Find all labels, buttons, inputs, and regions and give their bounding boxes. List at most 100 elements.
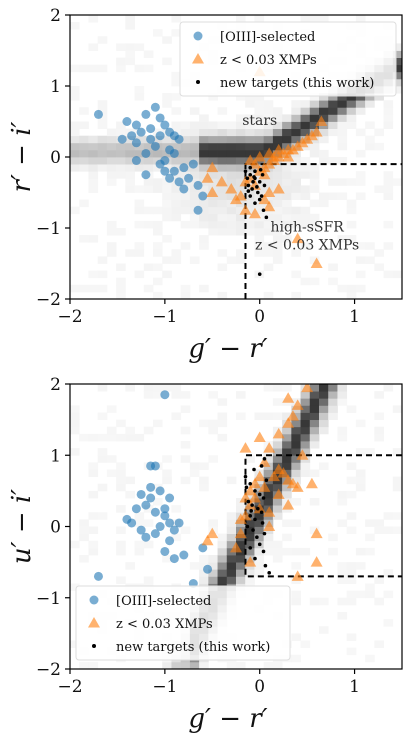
density-cell <box>153 220 163 229</box>
density-cell <box>282 412 292 421</box>
density-cell <box>208 157 218 165</box>
legend-marker <box>92 644 96 648</box>
density-cell <box>97 107 108 115</box>
density-cell <box>355 476 366 485</box>
density-cell <box>134 270 145 279</box>
density-cell <box>291 476 301 485</box>
new-target-point <box>261 496 266 500</box>
density-cell <box>79 164 89 172</box>
density-cell <box>199 242 209 250</box>
density-cell <box>272 206 283 215</box>
xmp-point <box>225 182 238 194</box>
y-tick-label: 1 <box>50 446 61 466</box>
density-cell <box>116 164 126 172</box>
xmp-point <box>267 151 280 162</box>
density-cell <box>171 533 182 542</box>
density-cell <box>300 448 311 456</box>
density-cell <box>254 114 265 122</box>
density-cell <box>282 199 292 208</box>
density-cell <box>365 547 375 556</box>
density-cell <box>97 433 108 442</box>
density-cell <box>217 135 228 144</box>
density-cell <box>328 398 338 406</box>
density-cell <box>300 433 311 442</box>
density-cell <box>125 157 135 165</box>
density-cell <box>116 576 126 584</box>
density-cell <box>319 135 329 144</box>
xmp-point <box>277 467 290 478</box>
xmp-point <box>244 484 257 496</box>
oiii-point <box>136 489 146 499</box>
density-cell <box>171 192 182 200</box>
density-cell <box>272 199 283 208</box>
density-cell <box>153 185 163 193</box>
density-cell <box>180 157 191 165</box>
xmp-point <box>310 556 323 567</box>
density-cell <box>106 171 117 179</box>
density-cell <box>309 384 320 392</box>
density-cell <box>282 384 292 392</box>
new-target-point <box>248 514 253 518</box>
density-cell <box>162 185 172 193</box>
density-cell <box>217 185 228 193</box>
density-cell <box>254 533 265 542</box>
oiii-point <box>141 532 151 542</box>
oiii-point <box>141 109 151 119</box>
density-cell <box>263 483 274 492</box>
xmp-point <box>244 499 257 510</box>
density-cell <box>97 114 108 122</box>
density-cell <box>392 78 402 87</box>
density-cell <box>226 171 237 179</box>
density-cell <box>143 540 154 549</box>
xmp-point <box>248 207 261 219</box>
density-cell <box>263 171 274 179</box>
density-cell <box>189 256 200 264</box>
density-cell <box>189 562 200 570</box>
density-cell <box>171 256 182 264</box>
density-cell <box>374 142 384 151</box>
density-cell <box>162 135 172 144</box>
density-cell <box>392 71 402 80</box>
density-cell <box>300 206 311 215</box>
density-cell <box>254 100 265 108</box>
oiii-point <box>131 156 141 166</box>
density-cell <box>272 498 283 506</box>
density-cell <box>236 114 246 122</box>
density-cell <box>328 178 338 186</box>
new-target-point <box>264 478 269 482</box>
density-cell <box>346 633 357 641</box>
oiii-point <box>203 564 213 574</box>
density-cell <box>199 576 209 584</box>
density-cell <box>355 107 366 115</box>
xmp-point <box>291 481 304 492</box>
density-cell <box>217 555 228 563</box>
density-cell <box>300 640 311 649</box>
density-cell <box>97 284 108 293</box>
density-cell <box>217 547 228 556</box>
density-cell <box>217 157 228 165</box>
density-cell <box>171 93 182 101</box>
y-tick-label: −1 <box>36 589 61 609</box>
density-cell <box>226 569 237 577</box>
density-cell <box>346 284 357 293</box>
density-cell <box>116 57 126 66</box>
density-cell <box>374 391 384 399</box>
density-cell <box>263 291 274 299</box>
density-cell <box>88 157 99 165</box>
density-cell <box>106 426 117 435</box>
density-cell <box>263 498 274 506</box>
density-cell <box>300 441 311 449</box>
density-cell <box>365 242 375 250</box>
density-cell <box>143 263 154 271</box>
oiii-point <box>160 504 170 514</box>
density-cell <box>134 199 145 208</box>
density-cell <box>97 142 108 151</box>
oiii-point <box>150 461 160 471</box>
density-cell <box>143 50 154 58</box>
density-cell <box>208 178 218 186</box>
density-cell <box>79 107 89 115</box>
density-cell <box>291 633 301 641</box>
density-cell <box>153 206 163 215</box>
annotation: stars <box>242 113 277 129</box>
density-cell <box>116 469 126 478</box>
